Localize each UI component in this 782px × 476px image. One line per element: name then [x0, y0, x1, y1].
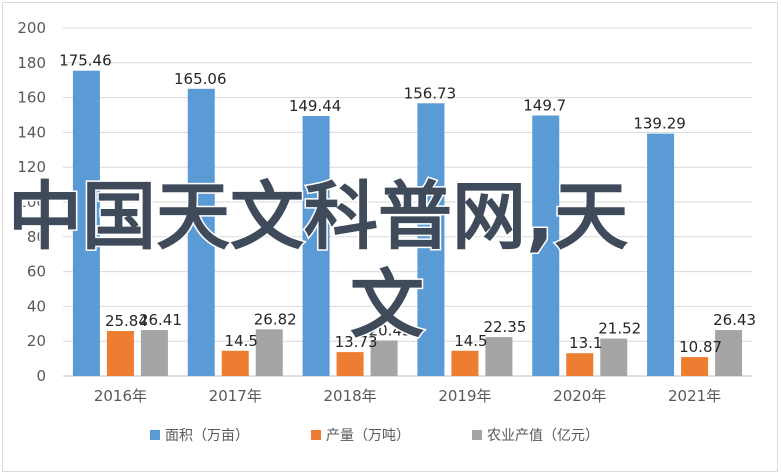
legend-swatch [150, 430, 160, 440]
legend-swatch [311, 430, 321, 440]
data-label: 156.73 [404, 84, 457, 102]
bar [255, 329, 283, 376]
bar [647, 133, 675, 376]
data-label: 13.73 [335, 333, 378, 351]
bar [681, 357, 709, 376]
y-tick-label: 40 [27, 297, 46, 315]
x-tick-label: 2016年 [94, 387, 147, 405]
y-tick-label: 60 [27, 263, 46, 281]
watermark-line-2: 文 [350, 262, 424, 348]
bar [600, 338, 628, 376]
legend-label: 产量（万吨） [326, 428, 410, 444]
y-tick-label: 180 [17, 54, 46, 72]
y-tick-label: 20 [27, 332, 46, 350]
data-label: 10.87 [679, 338, 722, 356]
bar [140, 330, 168, 376]
data-label: 25.84 [105, 312, 148, 330]
data-label: 13.1 [569, 334, 602, 352]
bar [370, 340, 398, 376]
data-label: 165.06 [174, 70, 227, 88]
data-label: 149.7 [523, 97, 566, 115]
x-tick-label: 2020年 [553, 387, 606, 405]
x-tick-label: 2018年 [323, 387, 376, 405]
bar [106, 331, 134, 376]
bar [336, 352, 364, 376]
data-label: 22.35 [483, 318, 526, 336]
y-tick-label: 140 [17, 123, 46, 141]
data-label: 26.43 [713, 311, 756, 329]
watermark: 中国天文科普网,天 文 [7, 173, 630, 350]
y-tick-label: 0 [36, 367, 46, 385]
bar [532, 115, 560, 376]
bar [187, 88, 215, 377]
y-tick-label: 200 [17, 19, 46, 37]
y-tick-label: 100 [17, 193, 46, 211]
bar [715, 330, 743, 376]
x-axis: 2016年 2017年 2018年 2019年 2020年 2021年 [63, 375, 752, 405]
legend-label: 面积（万亩） [165, 427, 249, 444]
bar [485, 337, 513, 376]
bar [221, 350, 249, 376]
data-label: 26.82 [254, 310, 297, 328]
x-tick-label: 2021年 [668, 387, 721, 405]
data-label: 26.41 [139, 311, 182, 329]
bar [417, 103, 445, 377]
y-axis: 0 20 40 60 80 100 120 140 160 180 200 [17, 19, 46, 385]
y-tick-label: 80 [27, 228, 46, 246]
data-label: 20.43 [369, 321, 412, 339]
data-label: 21.52 [598, 320, 641, 338]
data-label: 14.5 [225, 332, 258, 350]
bar [451, 350, 479, 376]
legend: 面积（万亩） 产量（万吨） 农业产值（亿元） [150, 427, 599, 444]
y-tick-label: 160 [17, 89, 46, 107]
watermark-line-1: 中国天文科普网,天 [8, 174, 628, 260]
bar [302, 115, 330, 377]
data-label: 149.44 [289, 97, 342, 115]
x-tick-label: 2019年 [438, 387, 491, 405]
legend-label: 农业产值（亿元） [487, 428, 599, 444]
bars [72, 70, 743, 377]
x-tick-label: 2017年 [209, 387, 262, 405]
data-label: 175.46 [59, 52, 112, 70]
y-tick-label: 120 [17, 158, 46, 176]
bar [566, 353, 594, 376]
legend-swatch [472, 430, 482, 440]
data-label: 139.29 [633, 115, 686, 133]
data-label: 14.5 [454, 332, 487, 350]
bar [72, 70, 100, 377]
